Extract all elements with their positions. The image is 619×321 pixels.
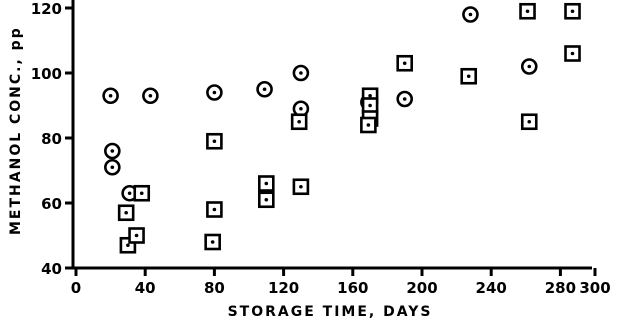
y-tick-label: 80 bbox=[41, 130, 62, 148]
y-ticks: 40 60 80 100 120 bbox=[31, 0, 73, 278]
square-marker bbox=[290, 113, 308, 131]
y-tick-label: 120 bbox=[31, 0, 62, 18]
axes bbox=[71, 0, 592, 270]
square-marker bbox=[257, 191, 275, 209]
square-marker bbox=[460, 67, 478, 85]
circle-marker bbox=[142, 87, 159, 105]
y-tick-label: 100 bbox=[31, 65, 62, 83]
circle-marker bbox=[292, 64, 310, 82]
circle-marker bbox=[104, 158, 121, 176]
x-tick-label: 120 bbox=[268, 279, 299, 297]
x-tick-label: 200 bbox=[406, 279, 437, 297]
square-marker bbox=[128, 227, 145, 244]
circle-marker bbox=[256, 80, 273, 98]
square-marker bbox=[292, 178, 310, 196]
square-marker bbox=[133, 184, 151, 202]
square-marker bbox=[257, 175, 275, 192]
x-tick-label: 40 bbox=[135, 279, 156, 297]
circle-marker bbox=[396, 90, 414, 108]
square-marker bbox=[360, 116, 377, 134]
x-ticks: 0 40 80 120 160 200 240 280 300 bbox=[71, 268, 611, 297]
x-tick-label: 0 bbox=[71, 279, 81, 297]
circle-marker bbox=[102, 87, 119, 105]
square-marker bbox=[206, 201, 223, 218]
square-marker bbox=[204, 233, 221, 251]
y-axis-title: METHANOL CONC., pp bbox=[8, 26, 24, 235]
y-tick-label: 40 bbox=[41, 260, 62, 278]
square-marker bbox=[396, 54, 414, 72]
circle-marker bbox=[206, 84, 223, 101]
square-marker bbox=[520, 113, 538, 131]
x-axis-title: STORAGE TIME, DAYS bbox=[228, 304, 433, 320]
x-tick-label: 300 bbox=[579, 279, 610, 297]
square-marker bbox=[519, 2, 536, 20]
data-markers bbox=[102, 2, 581, 254]
square-marker bbox=[206, 132, 223, 150]
x-tick-label: 160 bbox=[337, 279, 368, 297]
circle-marker bbox=[104, 142, 121, 160]
square-marker bbox=[564, 45, 581, 62]
x-tick-label: 80 bbox=[204, 279, 225, 297]
x-tick-label: 280 bbox=[545, 279, 576, 297]
circle-marker bbox=[462, 6, 479, 23]
square-marker bbox=[564, 2, 581, 20]
y-tick-label: 60 bbox=[41, 195, 62, 213]
x-tick-label: 240 bbox=[476, 279, 507, 297]
square-marker bbox=[117, 204, 135, 222]
circle-marker bbox=[520, 58, 538, 75]
